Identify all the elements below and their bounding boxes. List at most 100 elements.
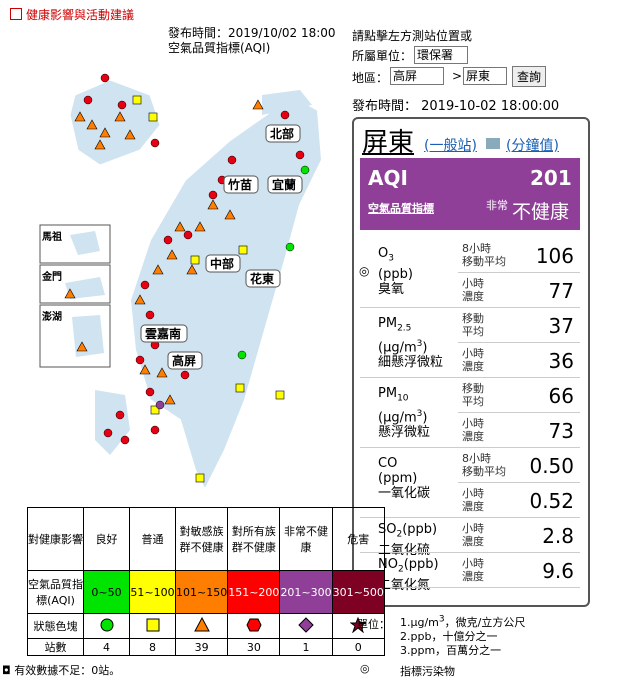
row-label: 小時 濃度	[462, 522, 484, 548]
row-label: 小時 濃度	[462, 557, 484, 583]
label-line: 小時	[462, 417, 484, 430]
count-label: 站數	[27, 638, 84, 656]
marker-triangle	[156, 367, 168, 378]
marker-circle	[280, 110, 290, 120]
label-line: 8小時	[462, 242, 491, 255]
text: )	[422, 339, 428, 355]
text: (μg/m	[378, 409, 417, 425]
icon-hexagon	[246, 618, 262, 631]
marker-circle	[295, 150, 305, 160]
sub-text: 2.5	[397, 323, 412, 334]
marker-triangle	[174, 221, 186, 232]
minute-link[interactable]: (分鐘值)	[506, 138, 559, 154]
shape-label: 狀態色塊	[27, 613, 84, 639]
sub-text: 3	[416, 408, 423, 419]
sub-text: 3	[438, 614, 445, 625]
marker-circle	[227, 155, 237, 165]
marker-square	[235, 383, 245, 393]
marker-circle	[115, 410, 125, 420]
table-row: 空氣品質指標(AQI) 0~50 51~100 101~150 151~200 201~3…	[27, 570, 385, 614]
region-label: 馬祖	[42, 230, 62, 243]
label-line: 小時	[462, 347, 484, 360]
row-value: 73	[548, 419, 574, 443]
region-label: 竹苗	[227, 177, 252, 192]
text: 2.ppb，十億分之一	[400, 630, 498, 643]
unit-select[interactable]: 環保署	[414, 46, 469, 64]
row-label: 移動 平均	[462, 312, 484, 338]
text: 3.ppm，百萬分之一	[400, 644, 502, 657]
station-name: 屏東	[362, 128, 415, 158]
island	[95, 390, 130, 455]
text: PM	[378, 316, 398, 331]
row-value: 9.6	[542, 559, 574, 583]
unit-line: (μg/m3)	[378, 407, 430, 425]
units-marker-text: 指標污染物	[400, 665, 455, 678]
area-select[interactable]: 高屏	[390, 67, 444, 85]
label-line: 濃度	[462, 290, 484, 303]
marker-triangle	[99, 127, 111, 138]
type-link[interactable]: (一般站)	[424, 138, 477, 154]
label-line: 移動平均	[462, 255, 506, 268]
land	[262, 90, 312, 115]
data-time: 發布時間： 2019-10-02 18:00:00	[352, 99, 560, 114]
label-line: 移動	[462, 382, 484, 395]
status-large: 不健康	[512, 201, 570, 223]
marker-circle	[285, 242, 295, 252]
text: (μg/m	[378, 339, 417, 355]
region-box	[267, 175, 303, 194]
name-line: PM10	[378, 386, 430, 407]
shape-icon	[298, 616, 314, 633]
county-select[interactable]: 屏東	[463, 67, 507, 85]
marker-circle	[155, 400, 165, 410]
row-line	[458, 377, 580, 378]
icon	[10, 8, 22, 20]
row-value: 106	[535, 244, 574, 268]
shape-cell	[331, 613, 385, 639]
label-line: 平均	[462, 395, 484, 408]
label-line: 濃度	[462, 570, 484, 583]
cn-name: 二氧化硫	[378, 542, 431, 558]
text: 1.μg/m	[400, 616, 439, 629]
area-label: 地區：	[352, 71, 389, 85]
marker-triangle	[252, 99, 264, 110]
row-line	[458, 272, 580, 273]
text: CO	[378, 456, 398, 471]
query-button[interactable]: 查詢	[512, 66, 547, 87]
units-line: 2.ppb，十億分之一	[400, 628, 497, 644]
text: (ppm)	[378, 471, 418, 486]
icon-diamond	[298, 616, 314, 633]
label-line: 小時	[462, 522, 484, 535]
units-line: 1.μg/m3，微克/立方公尺	[400, 614, 525, 630]
marker-square	[150, 405, 160, 415]
aqi-label: AQI	[368, 166, 408, 190]
marker-circle	[145, 310, 155, 320]
cn-name: 懸浮微粒	[378, 424, 431, 440]
row-border	[360, 377, 458, 378]
health-link[interactable]: 健康影響與活動建議	[26, 8, 135, 22]
label-line: 小時	[462, 557, 484, 570]
unit-label: 所屬單位：	[352, 49, 413, 63]
shape-cell	[227, 613, 281, 639]
region-label: 花東	[250, 271, 274, 286]
marker-triangle	[74, 111, 86, 122]
chart-icon[interactable]	[486, 138, 500, 149]
label-line: 濃度	[462, 535, 484, 548]
row-line	[458, 342, 580, 343]
marker-square	[275, 390, 285, 400]
range-cell: 201~300	[279, 570, 333, 614]
marker-square	[238, 245, 248, 255]
unit-line: (ppm)	[378, 471, 430, 486]
marker-circle	[103, 428, 113, 438]
region-label: 中部	[210, 256, 234, 271]
subtitle: 空氣品質指標(AQI)	[168, 41, 271, 55]
sub-text: 2	[396, 529, 403, 540]
marker-triangle	[64, 288, 76, 299]
aqi-label: 空氣品質指標(AQI)	[27, 570, 84, 614]
shape-cell	[279, 613, 333, 639]
aqi-cn[interactable]: 空氣品質指標	[368, 202, 434, 215]
marker-triangle	[94, 139, 106, 150]
cn-name: 臭氧	[378, 281, 405, 297]
marker-circle	[83, 95, 93, 105]
count-cell: 1	[279, 638, 333, 656]
